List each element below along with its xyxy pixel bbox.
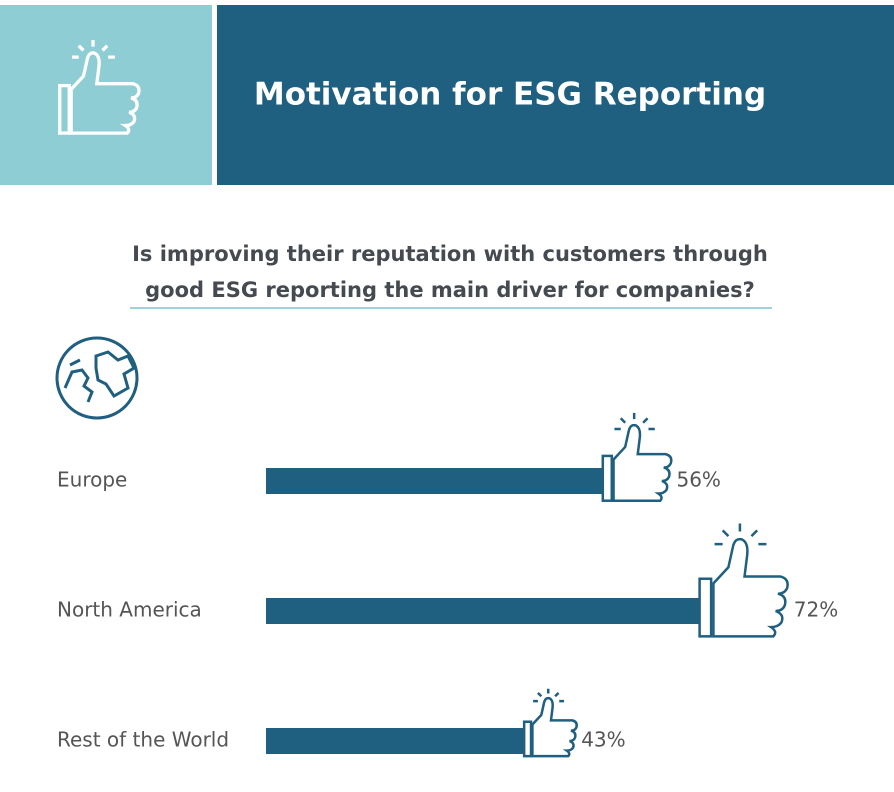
bar [266,598,702,624]
category-label: Rest of the World [57,728,229,752]
thumb-hand [712,537,789,638]
thumb-icon [522,688,578,758]
header-title-panel [217,5,894,185]
value-label: 43% [581,728,625,752]
header-thumb-icon [58,40,141,135]
thumb-icon [698,523,789,638]
thumb-cuff [698,577,713,638]
thumb-hand [531,696,578,758]
category-label: Europe [57,468,127,492]
thumb-rays [714,523,767,546]
thumb-rays [533,688,565,703]
header-icon-panel [0,5,212,185]
globe-icon [55,336,139,420]
thumb-cuff [522,720,533,758]
value-label: 72% [794,598,838,622]
value-label: 56% [676,468,720,492]
thumb-cuff [601,454,614,502]
bar [266,468,605,494]
chart-subtitle: Is improving their reputation with custo… [132,242,768,302]
bar [266,728,527,754]
chart-title: Motivation for ESG Reporting [254,77,766,113]
thumb-rays [614,412,655,431]
thumb-hand [612,423,673,502]
thumb-icon [601,412,673,502]
category-label: North America [57,598,202,622]
